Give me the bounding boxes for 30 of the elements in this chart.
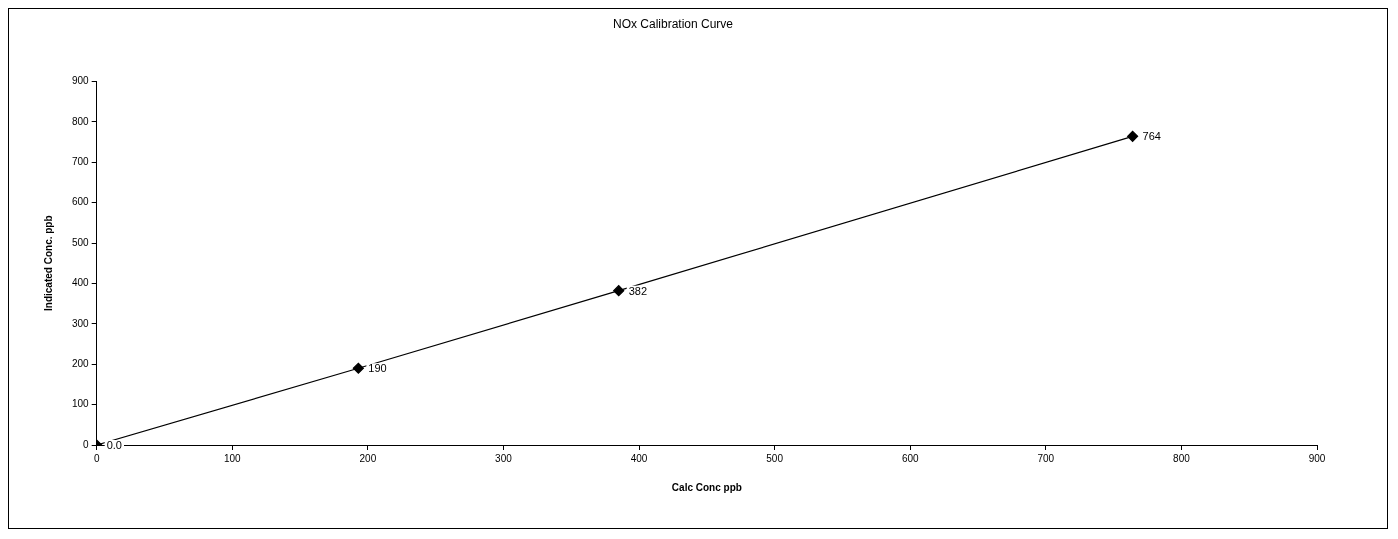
x-tick-label: 900 <box>1308 452 1326 464</box>
x-tick-label: 600 <box>901 452 920 464</box>
x-axis-title: Calc Conc ppb <box>671 481 742 493</box>
y-axis-title: Indicated Conc. ppb <box>42 215 54 311</box>
y-tick-label: 700 <box>72 155 90 167</box>
data-label: 382 <box>628 284 648 297</box>
point <box>352 362 364 374</box>
y-tick-label: 0 <box>83 438 90 450</box>
y-tick-label: 400 <box>72 277 90 289</box>
point <box>613 285 625 297</box>
x-tick-label: 0 <box>93 452 100 464</box>
data-label: 190 <box>368 362 387 375</box>
x-tick-label: 200 <box>359 452 377 464</box>
y-tick-label: 500 <box>72 236 90 248</box>
x-tick-label: 700 <box>1037 452 1055 464</box>
y-tick-label: 200 <box>72 357 90 369</box>
y-tick-label: 300 <box>72 317 90 329</box>
x-tick-label: 100 <box>223 452 242 464</box>
y-tick-label: 600 <box>72 196 90 208</box>
data-label: 764 <box>1142 130 1161 143</box>
y-tick-label: 100 <box>72 398 90 410</box>
chart-title: NOx Calibration Curve <box>612 16 734 31</box>
x-tick-label: 400 <box>630 452 648 464</box>
data-label: 0.0 <box>106 439 122 452</box>
point <box>1127 130 1139 142</box>
x-tick-label: 800 <box>1173 452 1191 464</box>
y-tick-label: 800 <box>72 115 90 127</box>
x-tick-label: 500 <box>766 452 784 464</box>
y-tick-label: 900 <box>72 75 90 87</box>
x-tick-label: 300 <box>495 452 513 464</box>
